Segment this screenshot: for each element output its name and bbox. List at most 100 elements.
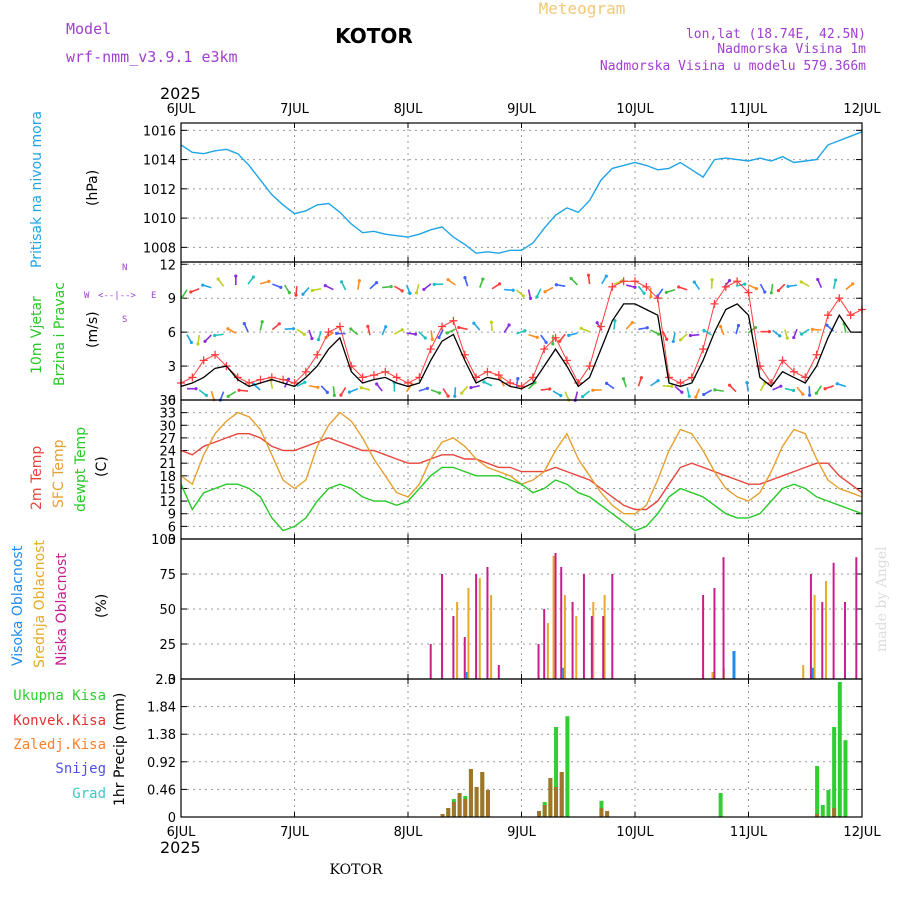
wind-arrow-head	[203, 339, 207, 343]
convective-precip-bar	[599, 808, 604, 817]
y-tick-label: 9	[168, 508, 176, 523]
wind-arrow-head	[591, 388, 595, 392]
gust-marker	[562, 356, 571, 365]
y-tick-label: 1008	[143, 241, 176, 256]
cloud-bar	[575, 616, 578, 679]
y-tick-label: 18	[159, 470, 176, 485]
x-tick-label: 8JUL	[394, 825, 424, 840]
cloud-bar	[560, 567, 563, 679]
convective-precip-bar	[457, 793, 462, 817]
wind-arrow-head	[489, 320, 493, 324]
wind-arrows	[180, 273, 855, 402]
lonlat-text: lon,lat (18.74E, 42.5N)	[686, 27, 866, 42]
convective-precip-bar	[605, 811, 610, 817]
y-tick-label: 100	[151, 533, 176, 548]
precip-plot: 0 0.46 0.92 1.38 1.84 2.3	[147, 673, 863, 826]
x-axis-top: 6JUL 7JUL 8JUL 9JUL 10JUL 11JUL 12JUL	[167, 102, 882, 117]
wind-arrow-head	[457, 325, 461, 330]
cloud-bar	[429, 644, 432, 679]
total-precip-bar	[815, 766, 820, 817]
wind-arrow-head	[808, 393, 812, 397]
wind-arrow-head	[554, 283, 558, 287]
wind-arrow-head	[463, 276, 467, 280]
model-elevation-text: Nadmorska Visina u modelu 579.366m	[600, 59, 866, 74]
convective-precip-bar	[815, 814, 820, 817]
pressure-line	[180, 131, 863, 254]
convective-precip-bar	[474, 787, 479, 817]
compass-w: W	[84, 291, 90, 301]
wind-arrow-head	[277, 322, 281, 326]
wind-arrow-head	[303, 380, 307, 384]
wind-arrow-head	[375, 382, 379, 386]
wind-panel: 10m Vjetar Brzina i Pravac (m/s) N S W E…	[29, 258, 866, 409]
wind-arrow-head	[291, 327, 296, 331]
wind-arrow-head	[453, 394, 457, 398]
wind-arrow-head	[437, 335, 441, 340]
wind-arrow-head	[586, 273, 591, 277]
total-precip-bar	[565, 716, 570, 817]
wind-arrow-head	[287, 291, 291, 295]
wind-arrow-head	[680, 390, 684, 394]
wind-arrow-head	[482, 380, 486, 384]
wind-arrow-head	[189, 340, 193, 345]
wind-arrow-head	[630, 320, 634, 325]
total-precip-bar	[554, 727, 559, 817]
pressure-ylabel: (hPa)	[85, 170, 101, 206]
cloud-bar	[802, 665, 805, 679]
convective-precip-bar	[468, 769, 473, 817]
gust-marker	[596, 322, 605, 331]
wind-arrow-head	[339, 393, 343, 397]
panel-frame	[180, 122, 863, 263]
wind-arrow-head	[834, 278, 838, 282]
y-tick-label: 1.38	[147, 728, 176, 743]
x-tick-label: 10JUL	[616, 102, 654, 117]
gust-marker	[540, 345, 549, 354]
wind-arrow-head	[613, 318, 617, 323]
y-tick-label: 3	[168, 360, 176, 375]
y-tick-label: 1010	[143, 212, 176, 227]
wind-arrow-head	[432, 282, 436, 286]
gust-marker	[608, 282, 617, 291]
convective-precip-bar	[554, 787, 559, 817]
y-tick-label: 12	[159, 258, 176, 273]
cloud-bar	[456, 602, 459, 679]
wind-arrow-head	[692, 280, 696, 284]
cloud-panel: Visoka Oblacnost Srednja Oblacnost Niska…	[10, 533, 863, 688]
wind-arrow-head	[543, 290, 547, 294]
wind-arrow-head	[718, 324, 723, 329]
gust-marker	[823, 311, 832, 320]
convective-precip-bar	[463, 799, 468, 817]
y-tick-label: 1014	[143, 154, 176, 169]
y-tick-label: 1012	[143, 183, 176, 198]
x-tick-label: 8JUL	[394, 102, 424, 117]
wind-arrow-head	[408, 291, 412, 295]
gust-marker	[358, 373, 367, 382]
wind-arrow-head	[769, 291, 773, 295]
wind-arrow-head	[727, 278, 732, 283]
wind-arrow-head	[316, 385, 320, 389]
wind-arrow-head	[213, 333, 217, 338]
wind-arrow-head	[656, 379, 660, 383]
snow-label: Snijeg	[55, 761, 106, 777]
wind-arrow-head	[687, 394, 691, 398]
wind-arrow-head	[446, 278, 450, 282]
gust-marker	[744, 288, 753, 297]
x-tick-label: 9JUL	[507, 825, 537, 840]
cloud-bar	[546, 623, 549, 679]
convective-label: Konvek.Kisa	[13, 713, 106, 729]
wind-arrow-head	[678, 338, 683, 342]
cloud-bar	[702, 595, 705, 679]
wind-arrow-head	[204, 393, 208, 398]
wind-arrow-head	[234, 274, 238, 278]
wind-arrow-head	[469, 386, 473, 390]
wind-arrow-head	[728, 383, 732, 387]
wind-arrow-head	[437, 391, 442, 395]
gridlines	[181, 538, 862, 680]
y-tick-label: 50	[159, 603, 176, 618]
model-name: wrf-nmm_v3.9.1 e3km	[66, 48, 238, 66]
gust-marker	[369, 371, 378, 380]
cloud-bar	[490, 595, 493, 679]
cloud-bar	[590, 616, 593, 679]
